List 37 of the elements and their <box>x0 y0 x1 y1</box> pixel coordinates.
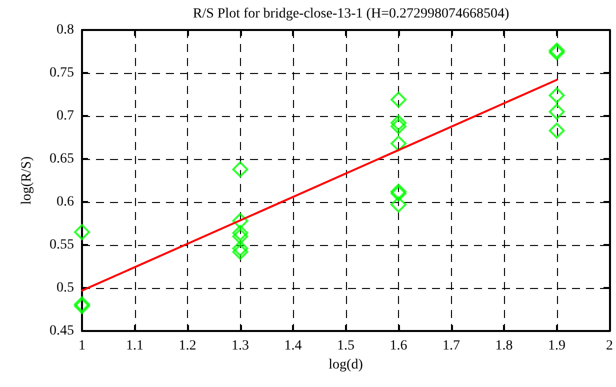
point <box>74 224 90 240</box>
point <box>548 104 565 120</box>
x-tick-label: 1.4 <box>284 338 302 354</box>
point <box>390 196 406 213</box>
point <box>390 136 406 152</box>
point <box>232 228 248 244</box>
point <box>548 122 565 139</box>
y-tick-label: 0.65 <box>50 152 74 166</box>
point <box>390 114 406 131</box>
x-tick-label: 1.2 <box>178 338 196 354</box>
x-tick-label: 1.8 <box>495 338 513 354</box>
y-tick-label: 0.75 <box>50 66 74 80</box>
point <box>232 212 248 229</box>
y-tick-label: 0.6 <box>56 194 74 210</box>
y-tick-label: 0.7 <box>56 108 74 124</box>
x-tick-label: 1.3 <box>232 338 249 354</box>
x-tick-label: 2 <box>606 338 613 354</box>
y-tick-label: 0.55 <box>50 238 74 252</box>
point <box>390 92 406 108</box>
x-tick-label: 1.7 <box>442 338 460 354</box>
x-axis-title: log(d) <box>328 357 364 372</box>
point <box>548 87 565 104</box>
point <box>232 240 248 256</box>
y-tick-label: 0.45 <box>50 324 74 338</box>
chart-title: R/S Plot for bridge-close-13-1 (H=0.272998074668504) <box>192 6 510 22</box>
point <box>232 224 248 241</box>
point <box>390 118 406 134</box>
x-tick-label: 1.1 <box>126 338 144 354</box>
x-tick-label: 1.9 <box>548 338 566 354</box>
point <box>232 244 248 260</box>
x-tick-label: 1 <box>78 338 86 354</box>
y-tick-label: 0.5 <box>56 280 74 296</box>
point <box>232 161 248 178</box>
y-tick-label: 0.8 <box>56 22 74 38</box>
x-tick-label: 1.5 <box>337 338 354 354</box>
x-tick-label: 1.6 <box>390 338 408 354</box>
y-axis-title: log(R/S) <box>20 156 34 205</box>
